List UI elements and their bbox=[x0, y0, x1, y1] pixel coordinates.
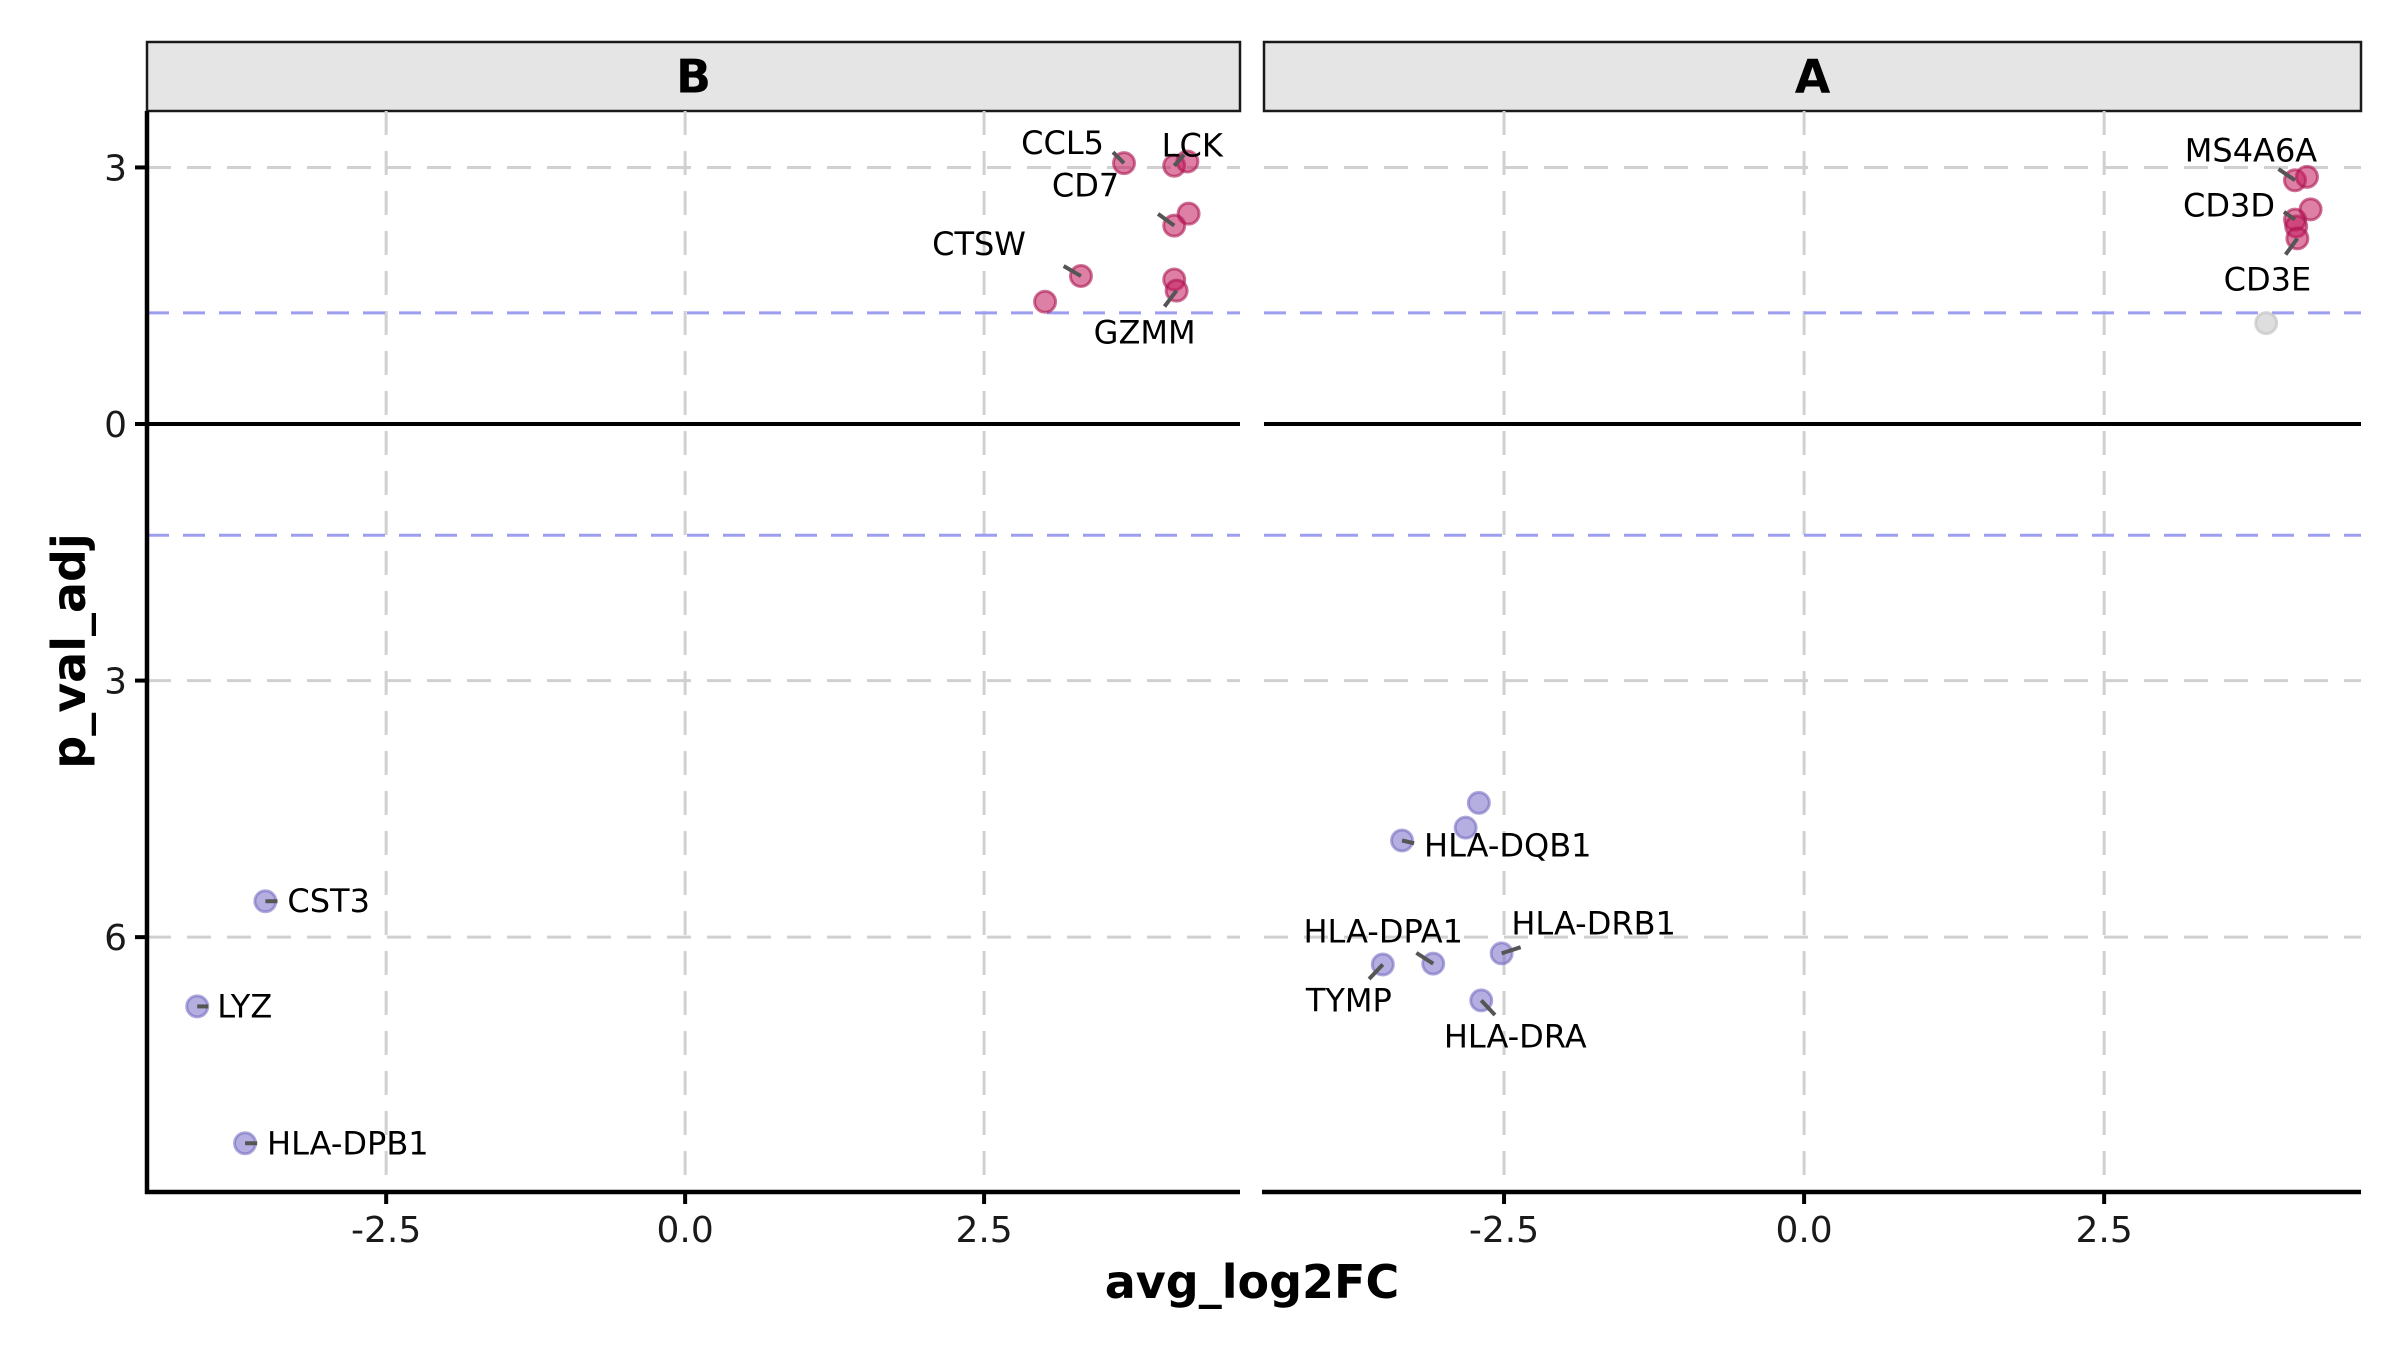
label-leader-line bbox=[1162, 289, 1179, 308]
y-tick-label: 3 bbox=[104, 662, 127, 703]
label-leader-line bbox=[1367, 963, 1385, 981]
facet-panel-A: A -2.5 0.0 2.5 MS4A6A CD3D CD3E HLA-DQB1 TYMP HLA… bbox=[1262, 40, 2363, 1251]
label-leader-line bbox=[2283, 237, 2300, 256]
gene-label: CCL5 bbox=[1021, 124, 1104, 162]
x-axis-title: avg_log2FC bbox=[1105, 1255, 1399, 1309]
gene-label: CD3D bbox=[2183, 187, 2275, 225]
x-tick-label: 2.5 bbox=[955, 1210, 1012, 1251]
label-leader-line bbox=[1111, 150, 1126, 165]
gene-label: TYMP bbox=[1305, 982, 1392, 1020]
gene-label: LCK bbox=[1162, 127, 1224, 165]
x-tick-label: 0.0 bbox=[656, 1210, 713, 1251]
gene-label: HLA-DRA bbox=[1444, 1017, 1587, 1055]
x-tick-label: -2.5 bbox=[351, 1210, 421, 1251]
label-leader-line bbox=[1479, 999, 1497, 1017]
data-point bbox=[1033, 289, 1058, 314]
data-point bbox=[1453, 815, 1478, 840]
y-tick-label: 0 bbox=[104, 405, 127, 446]
gene-label: CST3 bbox=[287, 882, 370, 920]
label-leader-line bbox=[2282, 210, 2297, 222]
gene-label: LYZ bbox=[217, 987, 272, 1025]
gene-label: HLA-DPB1 bbox=[267, 1124, 429, 1162]
gene-label: HLA-DRB1 bbox=[1511, 904, 1676, 942]
gene-label: CD3E bbox=[2224, 260, 2312, 298]
label-leader-line bbox=[1062, 264, 1082, 278]
x-tick-label: 0.0 bbox=[1775, 1210, 1832, 1251]
facet-strip-label: A bbox=[1795, 50, 1831, 104]
y-axis-title: p_val_adj bbox=[42, 533, 96, 768]
facet-panel-B: B -2.5 0.0 2.5 3 0 3 6 CCL5 LCK CD7 CTSW GZMM CST3 LYZ… bbox=[104, 40, 1242, 1251]
label-leader-line bbox=[1501, 945, 1522, 956]
y-tick-label: 6 bbox=[104, 918, 127, 959]
x-tick-label: -2.5 bbox=[1469, 1210, 1539, 1251]
y-tick-label: 3 bbox=[104, 148, 127, 189]
label-leader-line bbox=[2277, 167, 2297, 182]
gene-label: CTSW bbox=[932, 225, 1026, 263]
gene-label: CD7 bbox=[1052, 167, 1119, 205]
label-leader-line bbox=[1401, 838, 1415, 846]
label-leader-line bbox=[1156, 212, 1176, 228]
x-tick-label: 2.5 bbox=[2076, 1210, 2133, 1251]
gene-label: HLA-DQB1 bbox=[1424, 827, 1592, 865]
facet-strip-label: B bbox=[676, 50, 711, 104]
facet-strip bbox=[1262, 40, 2363, 113]
label-leader-line bbox=[1415, 951, 1435, 966]
gene-label: MS4A6A bbox=[2185, 131, 2318, 169]
label-leader-line bbox=[1172, 153, 1186, 168]
facet-strip bbox=[145, 40, 1242, 113]
gene-label: GZMM bbox=[1094, 314, 1196, 352]
gene-label: HLA-DPA1 bbox=[1303, 913, 1463, 951]
data-point bbox=[2254, 311, 2279, 336]
data-point bbox=[2294, 164, 2319, 189]
data-point bbox=[1466, 790, 1491, 815]
